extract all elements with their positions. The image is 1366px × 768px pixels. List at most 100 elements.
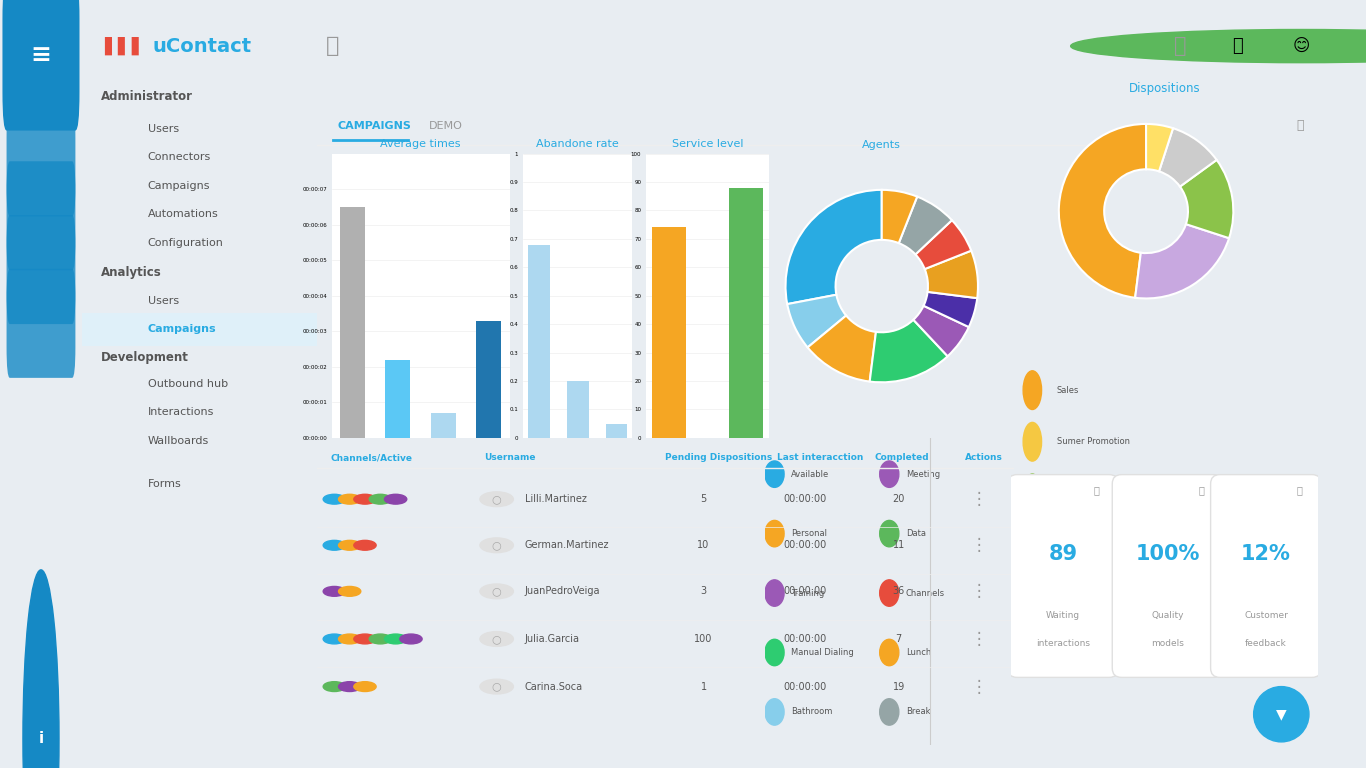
Text: Multi Pagos: Multi Pagos <box>1057 489 1105 498</box>
Text: ⤢: ⤢ <box>1094 485 1100 495</box>
Text: 00:00:00: 00:00:00 <box>783 634 826 644</box>
Circle shape <box>765 521 784 547</box>
Text: Waiting: Waiting <box>1046 611 1081 621</box>
Wedge shape <box>870 319 948 382</box>
Circle shape <box>324 587 346 596</box>
Text: Carina.Soca: Carina.Soca <box>525 681 583 692</box>
Text: Analytics: Analytics <box>101 266 161 279</box>
Wedge shape <box>915 220 971 269</box>
Circle shape <box>324 634 346 644</box>
Title: Dispositions: Dispositions <box>1128 81 1201 94</box>
Text: Forms: Forms <box>148 478 182 489</box>
Text: 5: 5 <box>701 494 706 505</box>
FancyBboxPatch shape <box>1112 475 1223 677</box>
Text: Master Card: Master Card <box>1057 541 1108 549</box>
Text: 20: 20 <box>892 494 904 505</box>
Text: 😊: 😊 <box>1294 37 1310 55</box>
Text: 12%: 12% <box>1240 545 1291 564</box>
FancyBboxPatch shape <box>7 161 75 270</box>
Circle shape <box>1071 29 1366 63</box>
Text: interactions: interactions <box>1035 639 1090 648</box>
Text: Connectors: Connectors <box>148 152 210 163</box>
Text: Actions: Actions <box>964 453 1003 462</box>
Text: Meeting: Meeting <box>906 470 940 478</box>
Wedge shape <box>807 316 876 382</box>
Circle shape <box>1023 371 1042 409</box>
Text: Campaigns: Campaigns <box>148 180 210 191</box>
Wedge shape <box>785 190 881 304</box>
Bar <box>729 187 764 438</box>
Circle shape <box>1023 525 1042 564</box>
Text: 7: 7 <box>896 634 902 644</box>
Text: Sales: Sales <box>1057 386 1079 395</box>
Text: Respool: Respool <box>1057 592 1090 601</box>
Text: Bathroom: Bathroom <box>791 707 833 717</box>
Text: Julia.Garcia: Julia.Garcia <box>525 634 579 644</box>
Text: German.Martinez: German.Martinez <box>525 540 609 551</box>
Bar <box>607 424 627 438</box>
Circle shape <box>479 538 514 553</box>
Text: Last interacction: Last interacction <box>777 453 863 462</box>
Text: 19: 19 <box>892 681 904 692</box>
Text: Administrator: Administrator <box>101 90 193 102</box>
Text: 1: 1 <box>701 681 706 692</box>
Circle shape <box>765 580 784 606</box>
Bar <box>529 244 549 438</box>
Text: Break: Break <box>906 707 930 717</box>
Wedge shape <box>899 197 952 254</box>
Text: 100: 100 <box>694 634 713 644</box>
Text: Channels/Active: Channels/Active <box>331 453 413 462</box>
Bar <box>477 320 501 438</box>
Text: Username: Username <box>484 453 535 462</box>
Bar <box>385 359 411 438</box>
Text: ⤢: ⤢ <box>1296 485 1303 495</box>
Text: Pending Dispositions: Pending Dispositions <box>665 453 773 462</box>
Text: Users: Users <box>148 124 179 134</box>
Text: ○: ○ <box>492 634 501 644</box>
Text: Available: Available <box>791 470 829 478</box>
Circle shape <box>354 634 376 644</box>
Text: Campaigns: Campaigns <box>148 324 216 335</box>
Text: ⋮: ⋮ <box>970 630 988 648</box>
Text: ⋮: ⋮ <box>970 536 988 554</box>
Text: Personal: Personal <box>791 529 828 538</box>
Text: ▐▐▐: ▐▐▐ <box>97 37 139 55</box>
Text: ⋮: ⋮ <box>970 490 988 508</box>
Text: Interactions: Interactions <box>148 407 214 418</box>
Text: ○: ○ <box>492 681 501 692</box>
Circle shape <box>1023 578 1042 616</box>
Text: Development: Development <box>101 351 189 363</box>
Wedge shape <box>881 190 917 243</box>
Text: Data: Data <box>906 529 926 538</box>
Text: Quality: Quality <box>1152 611 1184 621</box>
Text: 100%: 100% <box>1135 545 1199 564</box>
Bar <box>652 227 686 438</box>
Text: 00:00:00: 00:00:00 <box>783 494 826 505</box>
Text: 00:00:00: 00:00:00 <box>783 681 826 692</box>
Circle shape <box>324 541 346 550</box>
Wedge shape <box>914 306 968 356</box>
Text: Users: Users <box>148 296 179 306</box>
Title: Agents: Agents <box>862 140 902 150</box>
Circle shape <box>479 679 514 694</box>
Text: ▼: ▼ <box>1276 707 1287 721</box>
Text: Lilli.Martinez: Lilli.Martinez <box>525 494 586 505</box>
Text: 00:00:00: 00:00:00 <box>783 586 826 597</box>
Text: models: models <box>1152 639 1184 648</box>
FancyBboxPatch shape <box>7 269 75 378</box>
Title: Abandone rate: Abandone rate <box>537 139 619 149</box>
Text: i: i <box>38 731 44 746</box>
Text: Wallboards: Wallboards <box>148 435 209 446</box>
Text: Training: Training <box>791 588 825 598</box>
FancyBboxPatch shape <box>7 215 75 324</box>
Wedge shape <box>925 250 978 298</box>
Text: Completed: Completed <box>874 453 929 462</box>
Circle shape <box>339 682 361 691</box>
FancyBboxPatch shape <box>7 108 75 217</box>
Circle shape <box>880 639 899 666</box>
Circle shape <box>765 699 784 725</box>
Circle shape <box>479 584 514 599</box>
FancyBboxPatch shape <box>1210 475 1321 677</box>
Circle shape <box>1254 687 1309 742</box>
Circle shape <box>354 682 376 691</box>
